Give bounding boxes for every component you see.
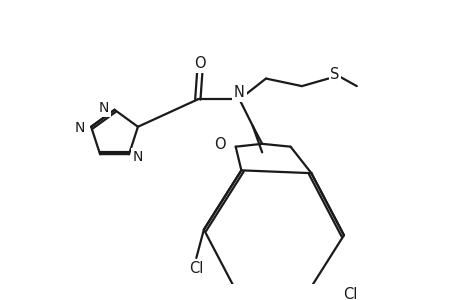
Text: N: N (98, 101, 109, 115)
Text: N: N (234, 85, 244, 100)
Text: O: O (194, 56, 205, 71)
Text: Cl: Cl (342, 287, 356, 300)
Text: O: O (214, 137, 226, 152)
Text: Cl: Cl (189, 261, 203, 276)
Text: N: N (74, 121, 84, 135)
Text: N: N (133, 150, 143, 164)
Text: S: S (330, 67, 339, 82)
